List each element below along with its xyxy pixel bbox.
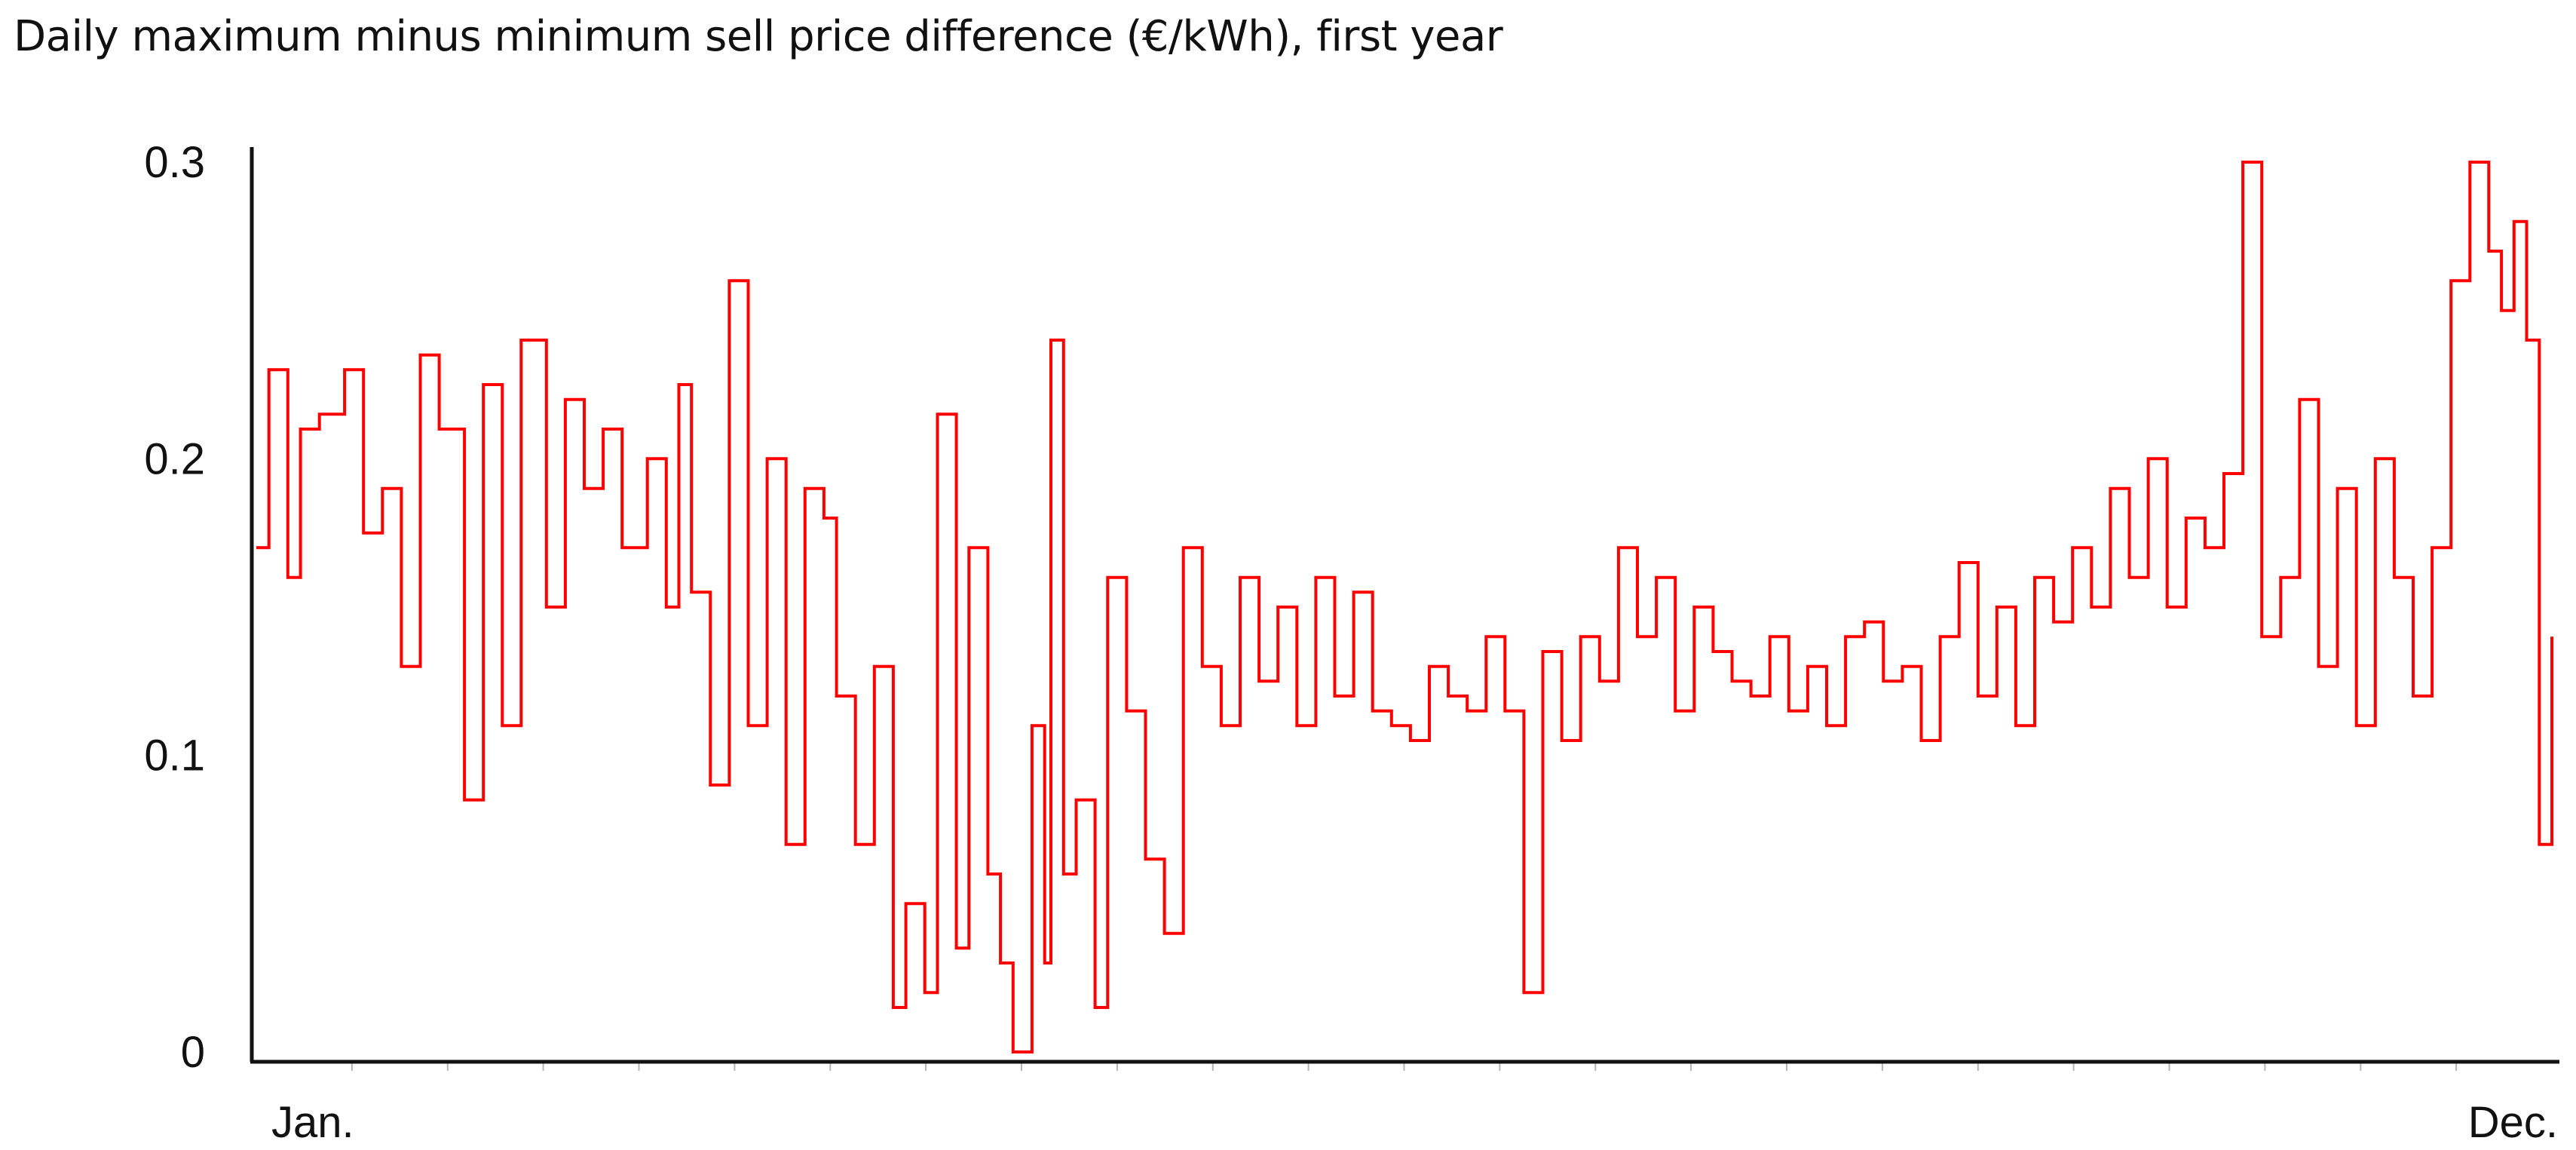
y-tick-labels: 0 0.1 0.2 0.3	[144, 138, 205, 1077]
y-tick-label: 0	[181, 1028, 205, 1077]
y-tick-label: 0.2	[144, 434, 205, 483]
y-tick-label: 0.1	[144, 731, 205, 780]
chart-title: Daily maximum minus minimum sell price d…	[14, 12, 1503, 61]
x-tick-label: Dec.	[2468, 1098, 2558, 1147]
x-tick-labels: Jan. Dec.	[271, 1098, 2558, 1147]
y-tick-label: 0.3	[144, 138, 205, 187]
x-minor-ticks	[351, 1063, 2458, 1071]
price-difference-series-line	[256, 161, 2553, 1053]
x-tick-label: Jan.	[271, 1098, 354, 1147]
series-layer	[256, 161, 2553, 1053]
